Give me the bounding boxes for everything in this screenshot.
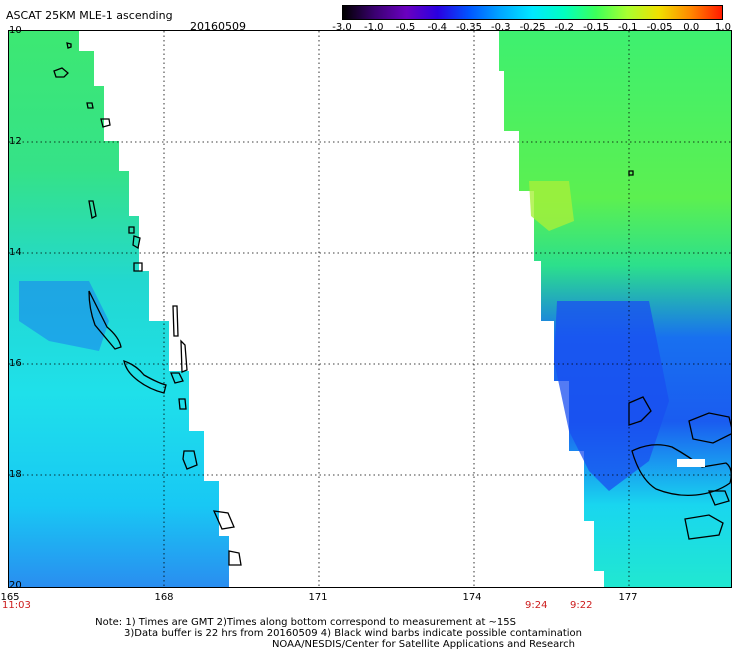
lon-label: 168 bbox=[154, 592, 174, 603]
colorbar-tick-label: -0.2 bbox=[554, 22, 575, 33]
coastlines bbox=[53, 42, 731, 566]
data-gap bbox=[677, 459, 705, 467]
product-title: ASCAT 25KM MLE-1 ascending bbox=[6, 9, 173, 22]
lon-label: 174 bbox=[462, 592, 482, 603]
colorbar bbox=[342, 5, 723, 20]
colorbar-tick-label: 0.0 bbox=[683, 22, 700, 33]
note-line: NOAA/NESDIS/Center for Satellite Applica… bbox=[271, 639, 575, 650]
colorbar-tick-label: -0.35 bbox=[456, 22, 482, 33]
lat-label: 10 bbox=[9, 25, 22, 36]
lon-label: 165 bbox=[0, 592, 20, 603]
colorbar-tick-label: -1.0 bbox=[363, 22, 384, 33]
colorbar-tick-label: -0.5 bbox=[395, 22, 416, 33]
lon-label: 177 bbox=[618, 592, 638, 603]
colorbar-tick-label: -0.4 bbox=[427, 22, 448, 33]
colorbar-tick-label: -0.1 bbox=[617, 22, 638, 33]
colorbar-tick-label: -0.25 bbox=[519, 22, 546, 33]
lat-label: 14 bbox=[9, 247, 22, 258]
graticule bbox=[9, 31, 731, 587]
colorbar-tick-label: -0.05 bbox=[646, 22, 673, 33]
time-label: 11:03 bbox=[2, 600, 31, 611]
note-line: Note: 1) Times are GMT 2)Times along bot… bbox=[95, 617, 516, 628]
colorbar-tick-label: -0.15 bbox=[583, 22, 609, 33]
left-swath bbox=[9, 31, 229, 587]
wind-map[interactable] bbox=[8, 30, 732, 588]
time-label: 9:24 bbox=[525, 600, 548, 611]
lat-label: 16 bbox=[9, 358, 22, 369]
note-line: 3)Data buffer is 22 hrs from 20160509 4)… bbox=[124, 628, 582, 639]
colorbar-tick-label: -3.0 bbox=[332, 22, 352, 33]
colorbar-tick-label: 1.0 bbox=[715, 22, 731, 33]
time-label: 9:22 bbox=[570, 600, 593, 611]
map-canvas bbox=[9, 31, 731, 587]
lat-label: 12 bbox=[9, 136, 22, 147]
colorbar-tick-label: -0.3 bbox=[490, 22, 511, 33]
lat-label: 18 bbox=[9, 469, 22, 480]
lon-label: 171 bbox=[308, 592, 328, 603]
product-date: 20160509 bbox=[190, 20, 246, 33]
lat-label: 20 bbox=[9, 580, 22, 591]
